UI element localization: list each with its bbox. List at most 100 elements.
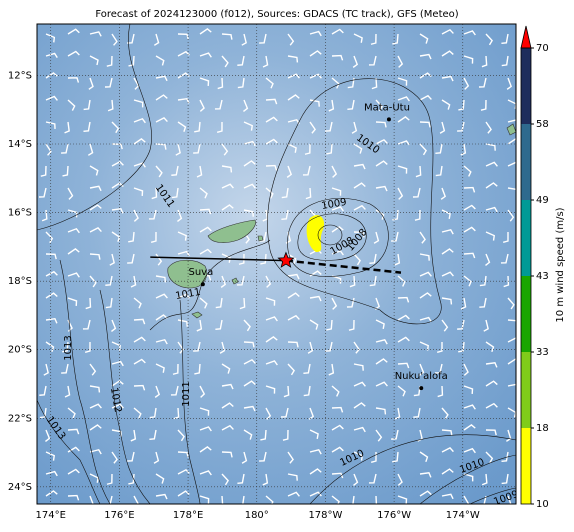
wind-barb [505,429,512,442]
wind-barb [243,160,256,167]
wind-barb [155,75,168,82]
wind-barb [199,407,210,416]
wind-barb [287,33,295,46]
wind-barb [435,165,443,177]
wind-barb [111,121,120,134]
wind-barb [106,55,113,67]
wind-barb [155,165,163,178]
wind-barb [109,253,115,266]
wind-barb [309,448,322,455]
wind-barb [150,231,157,243]
wind-barb [392,33,399,45]
wind-barb [148,209,157,220]
wind-barb [283,385,290,398]
wind-barb [507,495,512,504]
wind-barb [265,360,278,366]
wind-barb [155,363,165,373]
colorbar-segment [521,276,531,352]
wind-barb [441,271,454,277]
wind-barb [287,253,297,264]
wind-barb [153,451,160,464]
wind-barb [133,117,146,124]
contour-label: 1011 [181,381,192,406]
wind-barb [155,143,167,150]
wind-barb [111,33,118,46]
wind-barb [82,319,91,330]
x-tick-label: 174°E [36,510,66,521]
wind-barb [419,33,429,44]
wind-barb [196,319,203,332]
wind-barb [111,319,117,332]
wind-barb [84,341,91,353]
wind-barb [45,429,51,442]
wind-barb [265,77,274,89]
wind-barb [485,429,497,436]
wind-barb [133,358,146,365]
wind-barb [375,185,388,192]
wind-barb [369,253,377,264]
wind-barb [441,28,454,35]
wind-barb [441,297,453,305]
wind-barb [199,446,212,453]
wind-barb [111,160,124,167]
wind-barb [394,253,401,266]
wind-barb [45,231,54,244]
wind-barb [177,468,190,475]
wind-barb [349,275,356,288]
wind-barb [353,182,366,189]
y-tick-label: 22°S [8,413,32,424]
colorbar-segment [521,428,531,504]
wind-barb [441,248,454,255]
contour-label: 1011 [175,287,202,302]
wind-barb [326,143,333,155]
wind-barb [107,99,114,112]
wind-barb [458,341,465,353]
wind-barb [373,231,380,244]
wind-barb [369,275,377,287]
wind-barb [127,253,135,264]
wind-barb [241,33,247,46]
wind-barb [413,407,421,418]
wind-barb [353,451,364,461]
wind-barb [45,270,58,277]
wind-barb [221,165,233,173]
wind-barb [286,165,293,178]
wind-barb [260,429,267,441]
y-tick-label: 20°S [8,345,32,356]
wind-barb [133,407,142,419]
wind-barb [353,426,366,433]
wind-barb [485,182,498,189]
wind-barb [40,165,47,177]
wind-barb [331,187,342,196]
wind-barb [89,55,99,66]
wind-barb [265,336,278,343]
colorbar-tick-label: 33 [536,347,549,358]
wind-barb [111,143,123,150]
wind-barb [155,55,165,66]
wind-barb [353,204,366,211]
wind-barb [221,33,233,40]
wind-barb [221,495,224,504]
wind-barb [259,33,267,44]
wind-barb [437,385,444,398]
y-tick-label: 14°S [8,139,32,150]
wind-barb [507,138,516,145]
wind-barb [485,361,498,368]
wind-barb [62,165,69,177]
wind-barb [397,187,404,200]
wind-barb [287,73,300,79]
wind-barb [177,121,187,132]
wind-barb [483,319,489,332]
wind-barb [507,119,516,123]
wind-barb [375,429,383,442]
wind-barb [397,275,406,287]
wind-barb [506,77,513,90]
wind-barb [130,275,137,288]
x-tick-label: 176°W [377,510,411,521]
wind-barb [39,407,47,419]
wind-barb [221,183,234,189]
wind-barb [371,77,378,90]
wind-barb [221,383,234,390]
wind-barb [353,402,366,409]
wind-barb [83,121,91,133]
